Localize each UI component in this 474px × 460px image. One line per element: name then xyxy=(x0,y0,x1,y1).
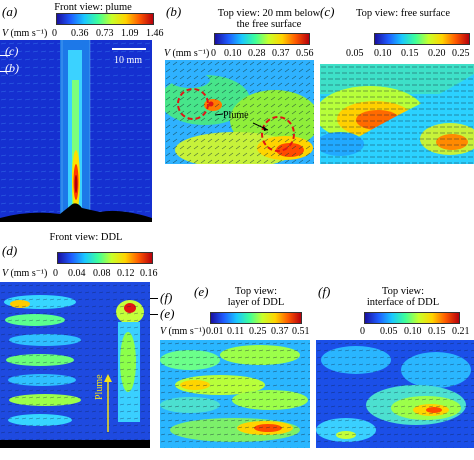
panel-f-tick: 0.15 xyxy=(428,326,446,337)
panel-a-tick: 0 xyxy=(52,28,57,39)
panel-c-tick: 0.20 xyxy=(428,48,446,59)
panel-c-tick: 0.10 xyxy=(374,48,392,59)
panel-a-scale-text: 10 mm xyxy=(114,55,143,66)
panel-c-title: Top view: free surface xyxy=(355,8,450,19)
panel-d-f-marker xyxy=(150,298,158,299)
panel-d-tick: 0 xyxy=(53,268,58,279)
panel-a-tick: 0.73 xyxy=(96,28,114,39)
panel-f-label: (f) xyxy=(318,284,331,299)
panel-b-label: (b) xyxy=(166,4,182,19)
panel-e-v-label: V (mm s⁻¹) xyxy=(160,326,206,337)
panel-a-tick: 1.09 xyxy=(121,28,139,39)
panel-a-inset-b-label: (b) xyxy=(5,61,19,75)
panel-f-colorbar xyxy=(364,312,460,324)
panel-b-plume-annotation: Plume xyxy=(223,110,249,121)
panel-b-tick: 0 xyxy=(211,48,216,59)
panel-d-tick: 0.04 xyxy=(68,268,86,279)
panel-b-tick: 0.10 xyxy=(224,48,242,59)
panel-e-title: Top view: layer of DDL xyxy=(227,286,285,308)
panel-a-colorbar xyxy=(56,13,154,25)
panel-d-tick: 0.16 xyxy=(140,268,158,279)
panel-b-tick: 0.37 xyxy=(272,48,290,59)
panel-f-tick: 0.21 xyxy=(452,326,470,337)
panel-e-colorbar xyxy=(210,312,302,324)
panel-a-b-marker xyxy=(0,71,10,72)
panel-a-v-label: V (mm s⁻¹) xyxy=(2,28,48,39)
panel-d-f-level-label: (f) xyxy=(160,290,173,305)
panel-f-tick: 0 xyxy=(360,326,365,337)
panel-c-colorbar xyxy=(374,33,470,45)
panel-f-tick: 0.05 xyxy=(380,326,398,337)
panel-d-tick: 0.12 xyxy=(117,268,135,279)
panel-f-velocity-field xyxy=(316,340,474,448)
panel-d-e-level-label: (e) xyxy=(160,306,175,321)
panel-d-colorbar xyxy=(57,252,153,264)
panel-b-tick: 0.28 xyxy=(248,48,266,59)
panel-a-tick: 1.46 xyxy=(146,28,164,39)
panel-b-colorbar xyxy=(214,33,310,45)
panel-c-tick: 0.25 xyxy=(452,48,470,59)
panel-a-tick: 0.36 xyxy=(71,28,89,39)
panel-f-title: Top view: interface of DDL xyxy=(366,286,440,308)
panel-a-velocity-field: (c) (b) 10 mm xyxy=(0,40,152,222)
panel-c-tick: 0.05 xyxy=(346,48,364,59)
panel-c-velocity-field xyxy=(320,64,474,164)
panel-d-tick: 0.08 xyxy=(93,268,111,279)
panel-b-tick: 0.56 xyxy=(296,48,314,59)
panel-f-tick: 0.10 xyxy=(404,326,422,337)
panel-e-velocity-field xyxy=(160,340,310,448)
panel-d-v-label: V (mm s⁻¹) xyxy=(2,268,48,279)
panel-d-title: Front view: DDL xyxy=(49,232,123,243)
panel-a-c-marker xyxy=(0,55,10,56)
panel-d-e-marker xyxy=(150,314,158,315)
panel-a-title: Front view: plume xyxy=(54,2,132,13)
panel-b-title: Top view: 20 mm below the free surface xyxy=(217,8,321,30)
panel-c-label: (c) xyxy=(320,4,335,19)
panel-d-velocity-field: Plume xyxy=(0,282,150,448)
panel-e-tick: 0.51 xyxy=(292,326,310,337)
panel-d-label: (d) xyxy=(2,243,18,258)
panel-d-plume-annotation: Plume xyxy=(94,374,105,400)
panel-e-tick: 0.25 xyxy=(249,326,267,337)
panel-c-tick: 0.15 xyxy=(401,48,419,59)
panel-e-tick: 0.01 xyxy=(206,326,224,337)
panel-e-tick: 0.37 xyxy=(271,326,289,337)
panel-a-scale-bar xyxy=(112,48,146,50)
panel-e-label: (e) xyxy=(194,284,209,299)
panel-b-v-label: V (mm s⁻¹) xyxy=(164,48,210,59)
panel-e-tick: 0.11 xyxy=(227,326,245,337)
panel-a-label: (a) xyxy=(2,4,18,19)
panel-b-velocity-field: Plume xyxy=(165,60,314,164)
panel-a-inset-c-label: (c) xyxy=(5,44,19,58)
